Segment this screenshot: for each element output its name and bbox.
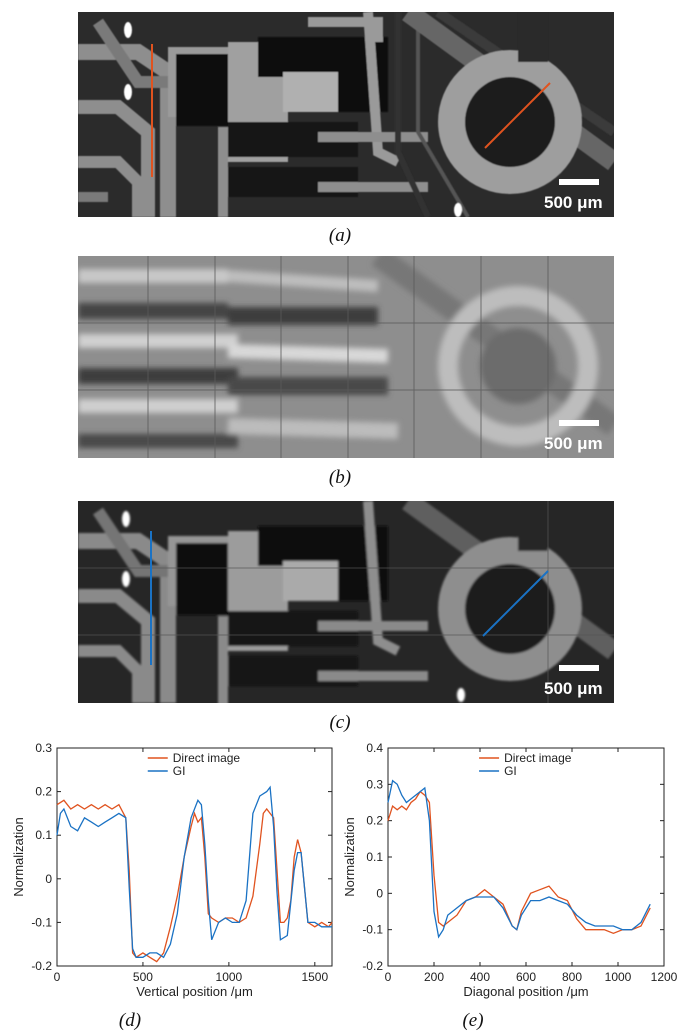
x-axis-title: Diagonal position /μm bbox=[463, 984, 588, 999]
legend-label: GI bbox=[504, 764, 517, 778]
legend-label: Direct image bbox=[173, 751, 241, 765]
panel-b-image: 500 μm bbox=[78, 256, 614, 458]
y-tick-label: 0.2 bbox=[366, 814, 383, 828]
plot-area bbox=[56, 747, 333, 967]
scalebar-label-b: 500 μm bbox=[544, 434, 603, 453]
x-tick-label: 1200 bbox=[651, 970, 678, 984]
pcb-direct-image: 500 μm bbox=[78, 12, 614, 217]
caption-e: (e) bbox=[462, 1010, 484, 1031]
profile-line-diagonal-c bbox=[482, 570, 549, 637]
series-line-gi bbox=[56, 785, 332, 959]
y-axis-title: Normalization bbox=[342, 817, 357, 896]
panel-a-image: 500 μm bbox=[78, 12, 614, 217]
y-tick-label: 0.1 bbox=[366, 850, 383, 864]
x-tick-label: 200 bbox=[424, 970, 444, 984]
legend-label: GI bbox=[173, 764, 186, 778]
x-tick-label: 400 bbox=[470, 970, 490, 984]
x-axis-title: Vertical position /μm bbox=[136, 984, 253, 999]
caption-c: (c) bbox=[329, 712, 351, 733]
y-tick-label: 0.2 bbox=[35, 785, 52, 799]
y-tick-label: -0.2 bbox=[31, 959, 52, 973]
y-axis-title: Normalization bbox=[11, 817, 26, 896]
scalebar-b bbox=[559, 420, 599, 426]
x-tick-label: 1000 bbox=[216, 970, 243, 984]
series-line-gi bbox=[387, 779, 651, 939]
x-tick-label: 1500 bbox=[301, 970, 328, 984]
panel-c-image: 500 μm bbox=[78, 501, 614, 703]
legend-label: Direct image bbox=[504, 751, 572, 765]
chart-e: 0 200 400 600 800 1000 1200 -0.2 -0.1 0 0.1 0.2 0.3 0… bbox=[342, 741, 678, 999]
plot-area bbox=[387, 747, 665, 967]
caption-b: (b) bbox=[328, 467, 352, 488]
y-tick-label: 0 bbox=[45, 872, 52, 886]
x-tick-label: 0 bbox=[385, 970, 392, 984]
y-tick-label: 0.1 bbox=[35, 828, 52, 842]
scalebar-a bbox=[559, 179, 599, 185]
scalebar-label-c: 500 μm bbox=[544, 679, 603, 698]
pcb-gi-image: 500 μm bbox=[78, 256, 614, 458]
pcb-gi-reconstruction: 500 μm bbox=[78, 501, 614, 703]
y-tick-label: -0.1 bbox=[362, 923, 383, 937]
x-tick-label: 600 bbox=[516, 970, 536, 984]
x-tick-label: 500 bbox=[133, 970, 153, 984]
y-tick-label: -0.1 bbox=[31, 915, 52, 929]
y-tick-label: -0.2 bbox=[362, 959, 383, 973]
x-tick-label: 0 bbox=[54, 970, 61, 984]
y-tick-label: 0 bbox=[376, 886, 383, 900]
caption-d: (d) bbox=[118, 1010, 142, 1031]
scalebar-label-a: 500 μm bbox=[544, 193, 603, 212]
scalebar-c bbox=[559, 665, 599, 671]
chart-d: 0 500 1000 1500 -0.2 -0.1 0 0.1 0.2 0.3 Vertical p… bbox=[11, 741, 333, 999]
caption-a: (a) bbox=[328, 225, 352, 246]
y-tick-label: 0.3 bbox=[366, 777, 383, 791]
y-tick-label: 0.4 bbox=[366, 741, 383, 755]
y-tick-label: 0.3 bbox=[35, 741, 52, 755]
x-tick-label: 1000 bbox=[605, 970, 632, 984]
profile-line-diagonal-a bbox=[484, 82, 551, 149]
x-tick-label: 800 bbox=[562, 970, 582, 984]
